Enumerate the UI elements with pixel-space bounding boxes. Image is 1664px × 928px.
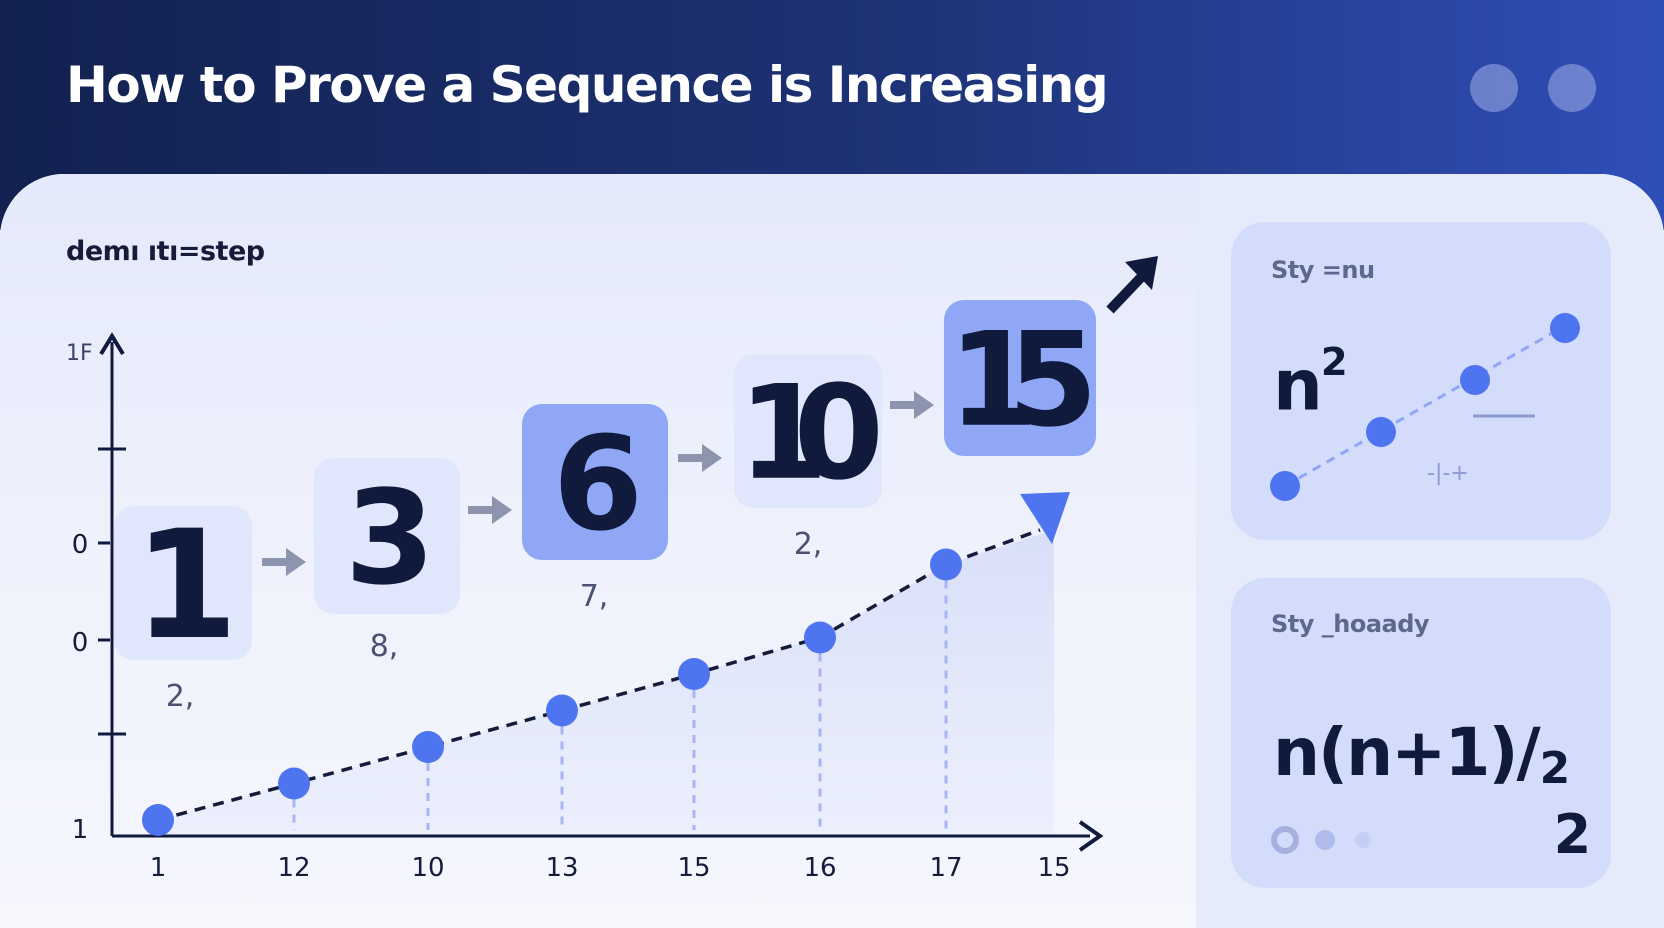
page-title: How to Prove a Sequence is Increasing [66,56,1109,114]
term-label: 8, [370,629,399,664]
x-tick-label: 13 [545,853,578,883]
sequence-term: 12, [114,499,252,714]
arrow-3-to-6 [468,496,512,524]
x-tick-label: 15 [677,853,710,883]
term-label: 2, [166,679,195,714]
arrow-10-to-15 [890,391,934,419]
page-indicator-2[interactable] [1315,830,1335,850]
window-dot-1[interactable] [1470,64,1518,112]
y-tick-label: 0 [72,530,89,560]
term-box [522,404,668,560]
term-value: 3 [345,462,429,614]
x-tick-label: 16 [803,853,836,883]
y-tick-label: 0 [72,628,89,658]
trend-arrow-head [1020,492,1070,544]
drop-lines [292,580,948,830]
data-point [804,621,836,654]
window-dot-2[interactable] [1548,64,1596,112]
sequence-chart: 1F 100 1 12 10 13 15 16 17 15 12,38,67,102,15 [66,256,1158,883]
chart-area-fill [158,530,1054,834]
x-axis-arrow [1078,820,1104,852]
sequence-term: 15 [944,300,1098,456]
y-axis-arrow [99,332,125,356]
formula-n-squared: n2 [1273,340,1348,427]
data-point [278,767,310,800]
x-tick-label: 1 [150,853,167,883]
data-point [412,731,444,763]
card-label: Sty =nu [1271,256,1375,284]
page-indicator-active[interactable] [1271,826,1299,854]
term-value: 15 [948,304,1092,456]
arrow-1-to-3 [262,548,306,576]
term-label: 7, [580,579,609,614]
card-label: Sty _hoaady [1271,610,1430,638]
x-tick-label: 15 [1037,853,1070,883]
term-label: 2, [794,527,823,562]
data-point [142,804,174,836]
sequence-term: 6 7, [522,404,668,614]
sequence-terms: 12,38,67,102,15 [114,300,1098,714]
data-points [142,548,962,836]
term-value: 1 [134,499,232,673]
mini-line-chart: -|-+ [1270,313,1580,501]
sequence-term: 10 2, [734,354,885,562]
y-top-label: 1F [66,341,93,366]
page-indicator-3[interactable] [1355,832,1371,848]
y-tick-label: 1 [72,815,89,845]
x-tick-label: 10 [411,853,444,883]
data-point [930,548,962,581]
data-point [678,658,710,690]
term-box [314,458,460,614]
x-tick-label: 12 [277,853,310,883]
x-tick-label: 17 [929,853,962,883]
term-box [944,300,1096,456]
term-box [734,354,882,508]
sequence-term: 38, [314,458,460,664]
arrow-6-to-10 [678,444,722,472]
term-value: 6 [553,408,637,560]
formula-triangular: n(n+1)/ 2 2 [1273,714,1591,866]
formula-card-triangular[interactable]: Sty _hoaady n(n+1)/ 2 2 [1231,578,1611,888]
y-tick-labels: 1 0 0 [72,530,89,845]
mini-legend: -|-+ [1427,461,1469,486]
data-point [546,694,578,727]
formula-card-squares[interactable]: Sty =nu n2 -|-+ [1231,222,1611,540]
chart-caption: demı ıtı=step [66,236,265,267]
trend-line [157,528,1041,822]
growth-arrow-icon [1106,256,1158,314]
term-value: 10 [738,357,879,509]
x-tick-labels: 1 12 10 13 15 16 17 15 [150,853,1071,883]
term-box [114,506,252,660]
